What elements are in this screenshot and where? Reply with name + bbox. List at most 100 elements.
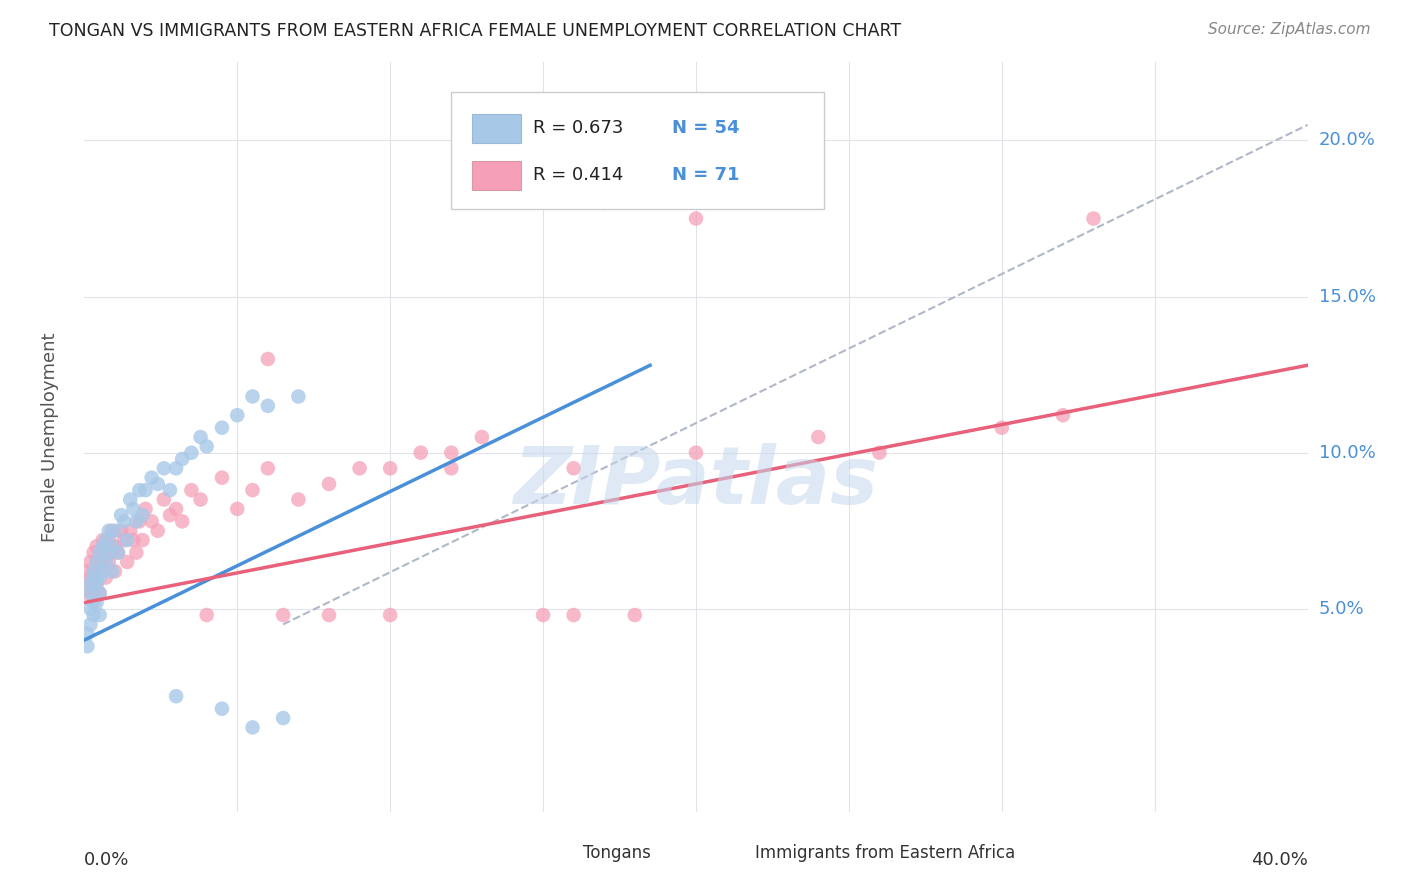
- Text: Female Unemployment: Female Unemployment: [41, 333, 59, 541]
- Text: Tongans: Tongans: [583, 844, 651, 862]
- Point: [122, 501, 145, 516]
- Point: [79, 555, 101, 569]
- Point: [131, 533, 153, 547]
- Point: [94, 545, 117, 560]
- Point: [380, 608, 402, 623]
- Point: [76, 565, 98, 579]
- Point: [104, 539, 127, 553]
- Point: [94, 555, 117, 569]
- Point: [190, 430, 212, 444]
- Point: [122, 533, 145, 547]
- Text: Immigrants from Eastern Africa: Immigrants from Eastern Africa: [755, 844, 1015, 862]
- Point: [83, 565, 105, 579]
- Point: [195, 440, 218, 454]
- Point: [86, 555, 108, 569]
- Point: [172, 514, 194, 528]
- Point: [562, 461, 585, 475]
- Point: [97, 533, 120, 547]
- Point: [120, 524, 142, 538]
- Text: 15.0%: 15.0%: [1319, 287, 1375, 306]
- Point: [440, 445, 463, 460]
- Point: [257, 351, 280, 366]
- Point: [128, 514, 150, 528]
- Point: [125, 514, 148, 528]
- Point: [180, 483, 202, 498]
- Text: 5.0%: 5.0%: [1319, 599, 1364, 618]
- Point: [141, 470, 163, 484]
- Point: [318, 476, 340, 491]
- Point: [86, 576, 108, 591]
- Point: [79, 586, 101, 600]
- Point: [135, 501, 157, 516]
- Point: [91, 539, 114, 553]
- Point: [101, 539, 124, 553]
- Point: [86, 555, 108, 569]
- Text: N = 71: N = 71: [672, 166, 740, 184]
- Text: 0.0%: 0.0%: [84, 851, 129, 869]
- Point: [271, 608, 294, 623]
- Point: [165, 501, 187, 516]
- Text: 40.0%: 40.0%: [1251, 851, 1308, 869]
- Point: [153, 461, 176, 475]
- Point: [125, 545, 148, 560]
- Point: [257, 461, 280, 475]
- Point: [79, 576, 101, 591]
- Point: [287, 389, 309, 403]
- Point: [869, 445, 891, 460]
- Point: [110, 508, 132, 523]
- Point: [211, 470, 233, 484]
- Text: R = 0.673: R = 0.673: [533, 119, 624, 136]
- Point: [94, 571, 117, 585]
- Point: [76, 586, 98, 600]
- Point: [115, 533, 138, 547]
- Point: [79, 576, 101, 591]
- Point: [1083, 211, 1105, 226]
- Point: [83, 608, 105, 623]
- Text: R = 0.414: R = 0.414: [533, 166, 624, 184]
- Point: [101, 565, 124, 579]
- Point: [76, 639, 98, 653]
- Point: [195, 608, 218, 623]
- Point: [89, 565, 111, 579]
- Point: [685, 211, 707, 226]
- Point: [1052, 409, 1074, 423]
- Point: [159, 483, 181, 498]
- Point: [97, 545, 120, 560]
- Point: [107, 545, 129, 560]
- Point: [104, 524, 127, 538]
- Point: [76, 626, 98, 640]
- Text: ZIPatlas: ZIPatlas: [513, 443, 879, 521]
- Point: [440, 461, 463, 475]
- Point: [211, 701, 233, 715]
- Point: [83, 545, 105, 560]
- Point: [135, 483, 157, 498]
- Bar: [550, 846, 576, 862]
- Point: [165, 689, 187, 703]
- Point: [97, 524, 120, 538]
- Point: [190, 492, 212, 507]
- Point: [685, 445, 707, 460]
- Point: [89, 545, 111, 560]
- Point: [226, 501, 249, 516]
- Point: [110, 524, 132, 538]
- Point: [86, 596, 108, 610]
- Point: [131, 508, 153, 523]
- Point: [97, 555, 120, 569]
- Point: [91, 565, 114, 579]
- Point: [242, 483, 264, 498]
- Point: [165, 461, 187, 475]
- Point: [409, 445, 432, 460]
- FancyBboxPatch shape: [451, 93, 824, 209]
- Point: [107, 545, 129, 560]
- Point: [91, 555, 114, 569]
- Point: [104, 565, 127, 579]
- Point: [211, 420, 233, 434]
- Point: [180, 445, 202, 460]
- Point: [349, 461, 371, 475]
- Point: [94, 533, 117, 547]
- Point: [226, 409, 249, 423]
- Text: Source: ZipAtlas.com: Source: ZipAtlas.com: [1208, 22, 1371, 37]
- Point: [807, 430, 830, 444]
- Point: [141, 514, 163, 528]
- Point: [79, 601, 101, 615]
